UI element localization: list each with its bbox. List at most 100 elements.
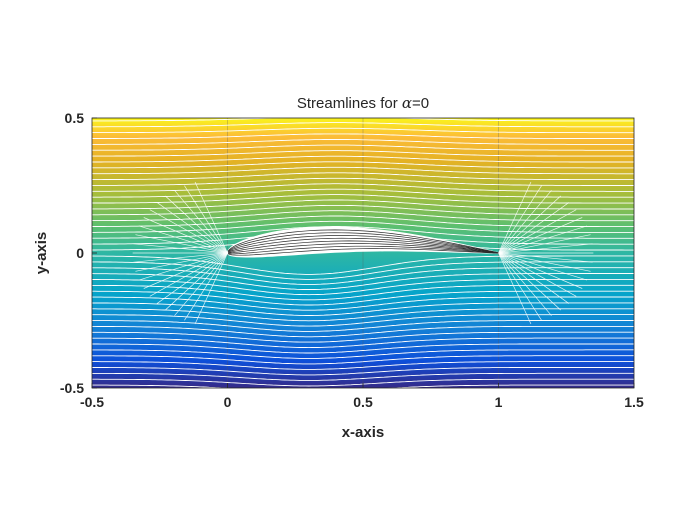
edge-streamline bbox=[143, 217, 228, 254]
streamline bbox=[92, 215, 634, 228]
edge-streamline bbox=[194, 181, 228, 254]
x-tick-label: 0.5 bbox=[353, 394, 373, 410]
airfoil-interior-line bbox=[228, 245, 499, 255]
edge-streamline bbox=[498, 252, 593, 263]
edge-streamline bbox=[135, 252, 228, 272]
streamline bbox=[92, 361, 634, 370]
alpha-symbol: α bbox=[402, 94, 412, 112]
streamline bbox=[92, 278, 634, 296]
edge-streamline bbox=[498, 234, 591, 254]
edge-streamline bbox=[498, 252, 577, 297]
y-axis-ticks: -0.5 0 0.5 bbox=[60, 110, 97, 396]
y-tick-label: -0.5 bbox=[60, 380, 84, 396]
edge-streamline bbox=[498, 243, 593, 254]
edge-streamline bbox=[498, 217, 583, 254]
streamline bbox=[92, 199, 634, 210]
streamline bbox=[92, 220, 634, 233]
edge-streamline bbox=[184, 252, 228, 321]
edge-streamline bbox=[174, 252, 228, 316]
edge-streamline bbox=[498, 181, 532, 254]
streamline bbox=[92, 296, 634, 311]
edge-streamline bbox=[143, 252, 228, 289]
x-tick-label: -0.5 bbox=[80, 394, 104, 410]
streamline bbox=[92, 337, 634, 349]
streamline bbox=[92, 331, 634, 343]
edge-streamline bbox=[498, 252, 588, 281]
edge-streamline bbox=[138, 252, 228, 281]
airfoil-interior-line bbox=[228, 243, 499, 254]
edge-streamline bbox=[498, 252, 583, 289]
edge-streamline bbox=[149, 252, 228, 297]
edge-streamline bbox=[184, 185, 228, 254]
streamline bbox=[92, 255, 634, 275]
y-tick-label: 0.5 bbox=[65, 110, 85, 126]
x-axis-label: x-axis bbox=[342, 424, 385, 441]
streamline bbox=[92, 150, 634, 157]
streamline bbox=[92, 314, 634, 327]
edge-streamline bbox=[149, 209, 228, 254]
x-tick-label: 1 bbox=[495, 394, 503, 410]
airfoil-interior-line bbox=[227, 232, 499, 254]
edge-streamline bbox=[498, 252, 542, 321]
edge-streamline bbox=[498, 195, 561, 254]
edge-streamline bbox=[174, 190, 228, 254]
edge-streamline bbox=[498, 202, 570, 254]
x-tick-label: 1.5 bbox=[624, 394, 644, 410]
streamline bbox=[92, 349, 634, 359]
edge-streamline bbox=[133, 252, 228, 263]
streamline bbox=[92, 204, 634, 216]
streamline bbox=[92, 144, 634, 151]
edge-streamline bbox=[498, 252, 561, 311]
airfoil-interior-line bbox=[228, 237, 499, 254]
streamline bbox=[92, 139, 634, 145]
x-tick-label: 0 bbox=[224, 394, 232, 410]
edge-streamline bbox=[156, 202, 228, 254]
streamline bbox=[92, 155, 634, 163]
streamline bbox=[92, 355, 634, 365]
edge-streamline bbox=[135, 234, 228, 254]
streamline bbox=[92, 367, 634, 376]
streamline bbox=[92, 122, 634, 128]
y-axis-label: y-axis bbox=[33, 232, 50, 275]
edge-streamline bbox=[498, 209, 577, 254]
streamline bbox=[92, 161, 634, 169]
edge-streamline bbox=[165, 252, 228, 311]
streamline bbox=[92, 226, 634, 239]
streamline bbox=[92, 320, 634, 332]
airfoil-interior-line bbox=[227, 229, 499, 254]
edge-streamline bbox=[498, 252, 552, 316]
streamlines bbox=[92, 118, 634, 388]
y-tick-label: 0 bbox=[76, 245, 84, 261]
airfoil-interior-line bbox=[228, 248, 499, 256]
airfoil-interior-lines bbox=[227, 229, 499, 256]
streamline bbox=[92, 118, 634, 122]
streamline bbox=[92, 343, 634, 354]
edge-streamline bbox=[133, 243, 228, 254]
edge-streamline bbox=[498, 252, 591, 272]
streamline bbox=[92, 308, 634, 322]
x-axis-ticks: -0.5 0 0.5 1 1.5 bbox=[80, 383, 644, 410]
streamline bbox=[92, 325, 634, 338]
streamline bbox=[92, 166, 634, 175]
streamline bbox=[92, 384, 634, 388]
edge-streamline bbox=[165, 195, 228, 254]
streamline bbox=[92, 273, 634, 290]
streamline bbox=[92, 372, 634, 381]
streamline bbox=[92, 194, 634, 204]
streamline bbox=[92, 302, 634, 316]
streamline bbox=[92, 133, 634, 139]
airfoil-interior-line bbox=[228, 240, 499, 254]
streamline bbox=[92, 127, 634, 134]
chart-title: Streamlines for α=0 bbox=[297, 94, 429, 112]
edge-streamline bbox=[498, 190, 552, 254]
streamline bbox=[92, 177, 634, 186]
edge-streamline bbox=[498, 185, 542, 254]
streamline bbox=[92, 183, 634, 192]
edge-streamline bbox=[138, 225, 228, 254]
edge-streamline bbox=[194, 252, 228, 325]
streamline bbox=[92, 172, 634, 181]
airfoil-interior-line bbox=[228, 235, 499, 254]
streamline bbox=[92, 290, 634, 306]
edge-streamline bbox=[498, 252, 570, 304]
